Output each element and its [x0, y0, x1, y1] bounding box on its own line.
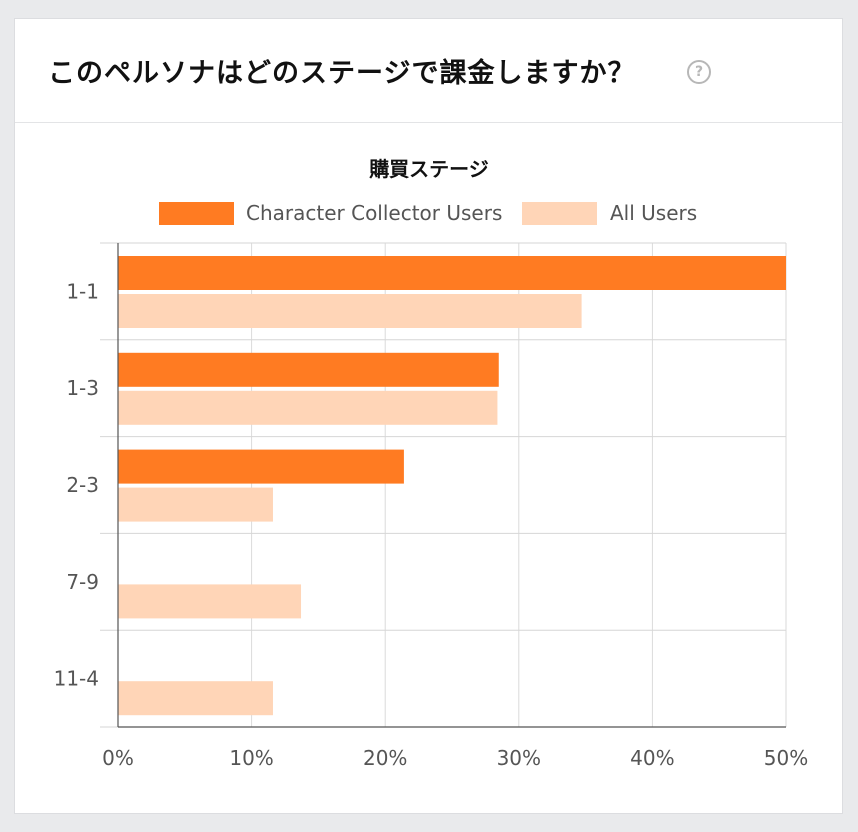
x-tick-label: 0% — [102, 746, 134, 770]
y-tick-label: 1-3 — [66, 376, 99, 400]
bar-character-collector-users-2-3[interactable] — [118, 449, 404, 484]
bar-all-users-1-1[interactable] — [118, 294, 582, 328]
y-tick-label: 7-9 — [66, 570, 99, 594]
y-tick-label: 2-3 — [66, 473, 99, 497]
x-tick-label: 30% — [497, 746, 541, 770]
x-tick-label: 40% — [630, 746, 674, 770]
bar-all-users-7-9[interactable] — [118, 584, 302, 619]
x-tick-label: 20% — [363, 746, 407, 770]
bar-character-collector-users-1-3[interactable] — [118, 352, 499, 387]
bar-character-collector-users-1-1[interactable] — [118, 256, 786, 290]
x-tick-label: 10% — [229, 746, 273, 770]
bar-all-users-2-3[interactable] — [118, 487, 273, 522]
bar-all-users-11-4[interactable] — [118, 681, 273, 716]
chart-title: 購買ステージ — [369, 157, 489, 181]
legend-label[interactable]: All Users — [610, 201, 697, 225]
y-tick-label: 11-4 — [54, 667, 99, 691]
card-header: このペルソナはどのステージで課金しますか？ ? — [15, 19, 842, 123]
legend-swatch[interactable] — [159, 202, 234, 225]
legend-swatch[interactable] — [522, 202, 597, 225]
x-tick-label: 50% — [764, 746, 808, 770]
legend-label[interactable]: Character Collector Users — [246, 201, 502, 225]
question-circle-icon[interactable]: ? — [687, 60, 711, 84]
y-tick-label: 1-1 — [66, 279, 99, 303]
bar-all-users-1-3[interactable] — [118, 390, 498, 425]
card-title: このペルソナはどのステージで課金しますか？ — [48, 58, 636, 89]
